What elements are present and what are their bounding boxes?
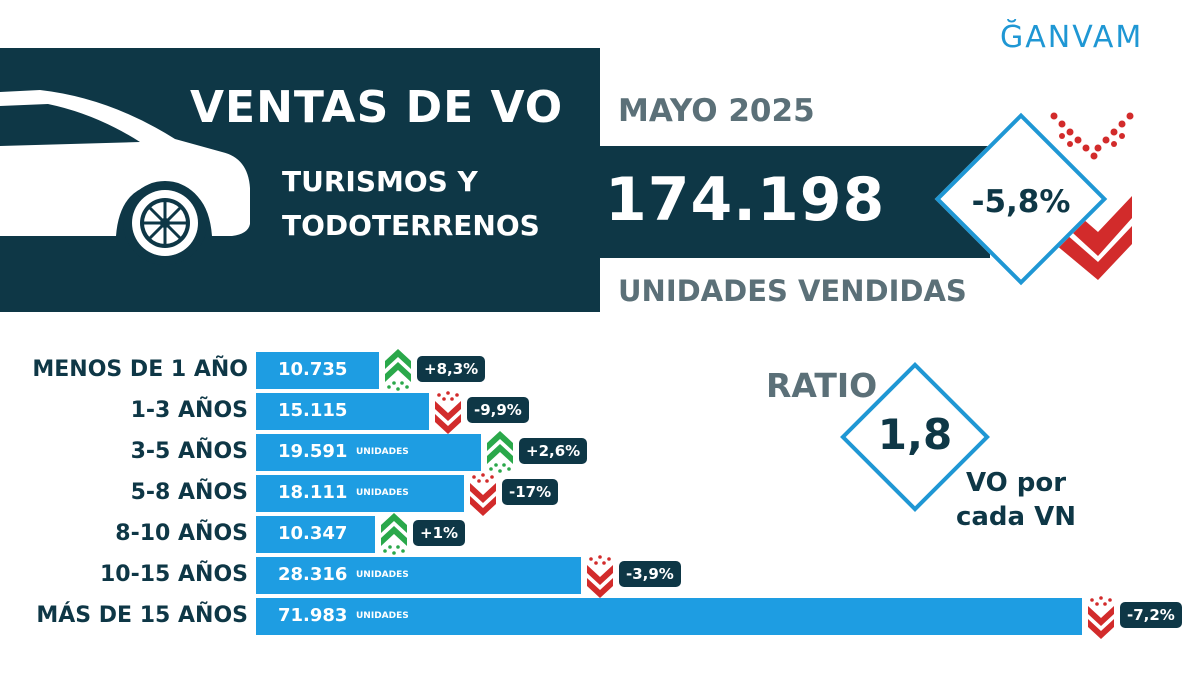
bar: 71.983 UNIDADES xyxy=(256,598,1082,635)
trend-down-icon xyxy=(435,391,461,434)
trend-down-graphic xyxy=(1050,112,1134,280)
bar: 18.111 UNIDADES xyxy=(256,475,464,512)
trend-down-icon xyxy=(1088,596,1114,639)
change-badge: +8,3% xyxy=(417,356,486,382)
ganvam-logo: ĞANVAM xyxy=(1000,20,1144,55)
bar-value-label: 71.983 xyxy=(278,605,348,626)
change-badge: +2,6% xyxy=(519,438,588,464)
total-change-value: -5,8% xyxy=(971,184,1071,220)
bar: 10.735 xyxy=(256,352,379,389)
car-icon xyxy=(0,90,250,265)
bar-value-label: 28.316 xyxy=(278,564,348,585)
bar-unit-label: UNIDADES xyxy=(356,447,409,457)
category-label: 3-5 AÑOS xyxy=(130,439,248,464)
bar-unit-label: UNIDADES xyxy=(356,611,409,621)
vehicle-type-line-2: TODOTERRENOS xyxy=(282,209,540,242)
bar: 19.591 UNIDADES xyxy=(256,434,481,471)
period-label: MAYO 2025 xyxy=(618,93,815,129)
trend-down-icon xyxy=(587,555,613,598)
ratio-desc-line-2: cada VN xyxy=(955,502,1077,532)
category-label: MÁS DE 15 AÑOS xyxy=(36,603,248,628)
change-badge: -17% xyxy=(502,479,559,505)
change-badge: -3,9% xyxy=(619,561,681,587)
bar-unit-label: UNIDADES xyxy=(356,570,409,580)
trend-up-icon xyxy=(381,513,407,555)
bar-unit-label: UNIDADES xyxy=(356,488,409,498)
bar: 10.347 xyxy=(256,516,375,553)
ratio-value: 1,8 xyxy=(877,410,953,459)
category-label: 5-8 AÑOS xyxy=(130,480,248,505)
header-panel-band xyxy=(600,146,990,258)
trend-up-icon xyxy=(487,431,513,473)
category-label: 10-15 AÑOS xyxy=(99,562,248,587)
bar: 15.115 xyxy=(256,393,429,430)
vehicle-type-label: TURISMOS Y TODOTERRENOS xyxy=(282,160,582,248)
vehicle-type-line-1: TURISMOS Y xyxy=(282,165,478,198)
ratio-title: RATIO xyxy=(766,366,878,405)
category-label: 8-10 AÑOS xyxy=(115,521,248,546)
trend-up-icon xyxy=(385,349,411,391)
page-title: VENTAS DE VO xyxy=(190,82,564,133)
bar-value-label: 15.115 xyxy=(278,400,348,421)
change-badge: -7,2% xyxy=(1120,602,1182,628)
category-label: MENOS DE 1 AÑO xyxy=(32,357,248,382)
category-label: 1-3 AÑOS xyxy=(130,398,248,423)
change-badge: +1% xyxy=(413,520,466,546)
total-units: 174.198 xyxy=(605,165,886,235)
ratio-description: VO por cada VN xyxy=(952,466,1080,534)
ratio-desc-line-1: VO por xyxy=(965,468,1067,498)
bar-value-label: 10.735 xyxy=(278,359,348,380)
bar-value-label: 18.111 xyxy=(278,482,348,503)
total-units-label: UNIDADES VENDIDAS xyxy=(618,274,967,308)
trend-down-icon xyxy=(470,473,496,516)
change-badge: -9,9% xyxy=(467,397,529,423)
bar-value-label: 19.591 xyxy=(278,441,348,462)
bar: 28.316 UNIDADES xyxy=(256,557,581,594)
bar-value-label: 10.347 xyxy=(278,523,348,544)
